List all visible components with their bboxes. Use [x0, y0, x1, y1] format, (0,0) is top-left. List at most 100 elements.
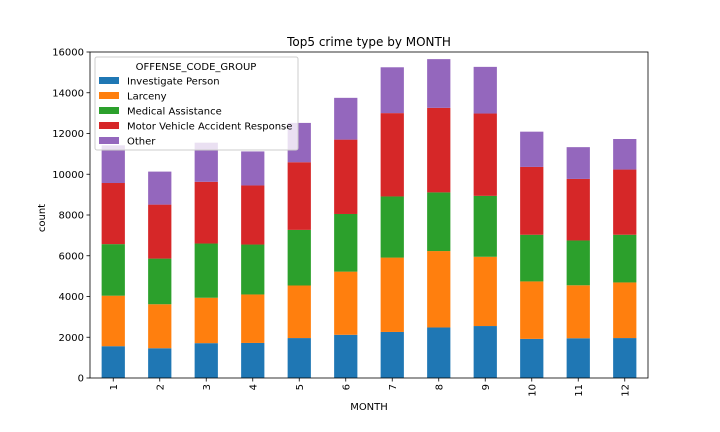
y-tick-label: 12000 — [52, 129, 84, 140]
x-tick-label: 12 — [620, 384, 631, 397]
bar-segment-larceny-month-2 — [148, 304, 172, 349]
bar-segment-investigate-person-month-7 — [380, 331, 404, 378]
bar-segment-medical-assistance-month-9 — [473, 195, 497, 257]
bar-segment-investigate-person-month-8 — [427, 327, 451, 378]
legend-swatch-investigate-person — [99, 77, 119, 84]
bar-segment-medical-assistance-month-8 — [427, 192, 451, 252]
legend-swatch-larceny — [99, 92, 119, 99]
x-tick-label: 9 — [481, 384, 492, 390]
legend-title: OFFENSE_CODE_GROUP — [136, 62, 257, 73]
y-tick-label: 16000 — [52, 48, 84, 59]
bar-segment-motor-vehicle-accident-response-month-9 — [473, 113, 497, 196]
bar-segment-investigate-person-month-12 — [613, 338, 637, 378]
y-tick-label: 0 — [78, 374, 84, 385]
bar-segment-motor-vehicle-accident-response-month-10 — [520, 166, 544, 235]
bar-segment-other-month-9 — [473, 66, 497, 114]
bar-segment-motor-vehicle-accident-response-month-7 — [380, 113, 404, 197]
x-tick-label: 3 — [202, 384, 213, 390]
y-tick-label: 8000 — [59, 211, 84, 222]
bar-segment-motor-vehicle-accident-response-month-4 — [241, 185, 265, 245]
legend-swatch-other — [99, 137, 119, 144]
bar-segment-motor-vehicle-accident-response-month-12 — [613, 169, 637, 235]
bar-segment-investigate-person-month-10 — [520, 338, 544, 378]
bar-segment-larceny-month-10 — [520, 281, 544, 339]
bar-segment-larceny-month-4 — [241, 294, 265, 343]
legend-frame — [94, 56, 299, 151]
bar-segment-investigate-person-month-5 — [287, 338, 311, 378]
x-tick-label: 2 — [155, 384, 166, 390]
x-tick-label: 1 — [109, 384, 120, 390]
bar-segment-other-month-1 — [101, 145, 125, 184]
bar-segment-larceny-month-12 — [613, 282, 637, 339]
bar-segment-larceny-month-5 — [287, 285, 311, 339]
bar-segment-other-month-4 — [241, 151, 265, 186]
bar-segment-investigate-person-month-6 — [334, 334, 358, 378]
bar-segment-larceny-month-11 — [566, 285, 590, 339]
x-tick-label: 11 — [574, 384, 585, 397]
bar-segment-motor-vehicle-accident-response-month-11 — [566, 178, 590, 241]
bar-segment-investigate-person-month-2 — [148, 348, 172, 378]
bar-segment-larceny-month-8 — [427, 251, 451, 328]
bar-segment-medical-assistance-month-11 — [566, 240, 590, 286]
x-tick-label: 4 — [248, 384, 259, 390]
legend-label-other: Other — [127, 137, 156, 148]
legend-swatch-motor-vehicle-accident-response — [99, 122, 119, 129]
bar-segment-other-month-3 — [194, 142, 218, 182]
legend-label-larceny: Larceny — [127, 92, 167, 103]
y-tick-label: 2000 — [59, 333, 84, 344]
bar-segment-larceny-month-9 — [473, 256, 497, 327]
bar-segment-medical-assistance-month-2 — [148, 258, 172, 305]
legend-label-investigate-person: Investigate Person — [127, 77, 220, 88]
y-tick-label: 10000 — [52, 170, 84, 181]
bar-segment-larceny-month-1 — [101, 295, 125, 347]
bar-segment-larceny-month-3 — [194, 297, 218, 344]
bar-segment-other-month-2 — [148, 171, 172, 205]
y-tick-label: 14000 — [52, 88, 84, 99]
bar-segment-other-month-12 — [613, 139, 637, 170]
legend-swatch-medical-assistance — [99, 107, 119, 114]
bar-segment-other-month-7 — [380, 67, 404, 114]
bar-segment-investigate-person-month-3 — [194, 343, 218, 378]
bar-segment-larceny-month-6 — [334, 271, 358, 335]
y-tick-label: 6000 — [59, 251, 84, 262]
bar-segment-other-month-10 — [520, 131, 544, 167]
bar-segment-medical-assistance-month-5 — [287, 229, 311, 286]
bar-segment-other-month-8 — [427, 59, 451, 108]
legend-label-motor-vehicle-accident-response: Motor Vehicle Accident Response — [127, 122, 292, 133]
bar-segment-motor-vehicle-accident-response-month-5 — [287, 162, 311, 230]
bar-segment-motor-vehicle-accident-response-month-1 — [101, 183, 125, 245]
y-axis-title: count — [37, 204, 48, 232]
bar-segment-medical-assistance-month-3 — [194, 243, 218, 298]
bar-segment-larceny-month-7 — [380, 257, 404, 332]
bar-segment-investigate-person-month-11 — [566, 338, 590, 378]
bar-segment-medical-assistance-month-6 — [334, 213, 358, 272]
x-axis-title: MONTH — [350, 402, 388, 413]
bar-segment-motor-vehicle-accident-response-month-6 — [334, 139, 358, 214]
legend: OFFENSE_CODE_GROUP Investigate Person Lar… — [94, 56, 299, 151]
bars-layer — [101, 59, 637, 378]
bar-segment-motor-vehicle-accident-response-month-3 — [194, 181, 218, 244]
bar-segment-motor-vehicle-accident-response-month-8 — [427, 107, 451, 193]
bar-segment-medical-assistance-month-7 — [380, 196, 404, 258]
x-tick-label: 7 — [388, 384, 399, 390]
bar-segment-investigate-person-month-1 — [101, 346, 125, 378]
bar-segment-medical-assistance-month-10 — [520, 234, 544, 282]
x-tick-label: 8 — [434, 384, 445, 390]
x-tick-label: 6 — [341, 384, 352, 390]
bar-segment-medical-assistance-month-4 — [241, 244, 265, 295]
x-tick-label: 5 — [295, 384, 306, 390]
bar-segment-other-month-11 — [566, 147, 590, 179]
legend-label-medical-assistance: Medical Assistance — [127, 107, 222, 118]
chart-title: Top5 crime type by MONTH — [286, 35, 451, 49]
bar-segment-medical-assistance-month-12 — [613, 234, 637, 283]
bar-segment-medical-assistance-month-1 — [101, 244, 125, 296]
bar-segment-investigate-person-month-4 — [241, 342, 265, 378]
bar-segment-motor-vehicle-accident-response-month-2 — [148, 204, 172, 259]
x-tick-label: 10 — [527, 384, 538, 397]
y-tick-label: 4000 — [59, 292, 84, 303]
bar-segment-investigate-person-month-9 — [473, 326, 497, 378]
bar-segment-other-month-6 — [334, 97, 358, 140]
